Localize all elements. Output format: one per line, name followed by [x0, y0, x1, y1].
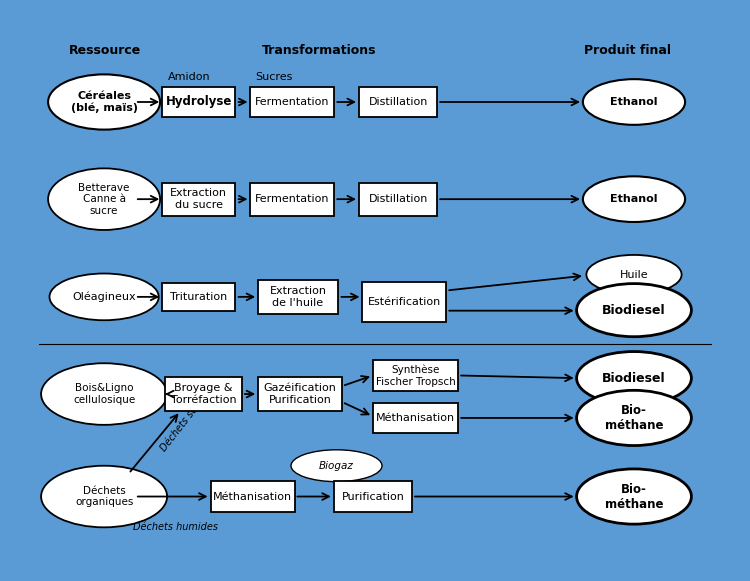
Text: Distillation: Distillation	[368, 97, 428, 107]
Text: Estérification: Estérification	[368, 297, 441, 307]
Ellipse shape	[50, 274, 159, 320]
Text: Transformations: Transformations	[262, 44, 376, 57]
Ellipse shape	[48, 74, 160, 130]
Text: Extraction
de l'huile: Extraction de l'huile	[269, 286, 326, 308]
Text: Trituration: Trituration	[170, 292, 227, 302]
Ellipse shape	[577, 352, 692, 404]
FancyBboxPatch shape	[258, 377, 342, 411]
FancyBboxPatch shape	[359, 182, 437, 216]
Ellipse shape	[41, 466, 167, 528]
Text: Déchets
organiques: Déchets organiques	[75, 486, 134, 507]
Text: Biogaz: Biogaz	[319, 461, 354, 471]
Ellipse shape	[583, 177, 685, 222]
FancyBboxPatch shape	[162, 283, 236, 311]
Text: Déchets humides: Déchets humides	[133, 522, 218, 532]
Text: Produit final: Produit final	[584, 44, 670, 57]
Ellipse shape	[291, 450, 382, 482]
Text: Bio-
méthane: Bio- méthane	[604, 404, 663, 432]
FancyBboxPatch shape	[251, 87, 334, 117]
Text: Oléagineux: Oléagineux	[72, 292, 136, 302]
Ellipse shape	[577, 469, 692, 524]
Ellipse shape	[586, 255, 682, 294]
FancyBboxPatch shape	[251, 182, 334, 216]
FancyBboxPatch shape	[334, 482, 412, 512]
Text: Hydrolyse: Hydrolyse	[166, 95, 232, 109]
Text: Ressource: Ressource	[69, 44, 142, 57]
FancyBboxPatch shape	[162, 182, 236, 216]
FancyBboxPatch shape	[359, 87, 437, 117]
Text: Céréales
(blé, maïs): Céréales (blé, maïs)	[70, 91, 137, 113]
Text: Amidon: Amidon	[168, 72, 211, 82]
Text: Déchets secs: Déchets secs	[159, 396, 206, 453]
FancyBboxPatch shape	[211, 482, 295, 512]
Text: Biodiesel: Biodiesel	[602, 304, 666, 317]
Text: Fermentation: Fermentation	[255, 194, 330, 204]
Text: Fermentation: Fermentation	[255, 97, 330, 107]
Text: Synthèse
Fischer Tropsch: Synthèse Fischer Tropsch	[376, 364, 455, 386]
Text: Extraction
du sucre: Extraction du sucre	[170, 188, 227, 210]
Ellipse shape	[577, 390, 692, 446]
FancyBboxPatch shape	[162, 87, 236, 117]
Text: Broyage &
Torréfaction: Broyage & Torréfaction	[171, 383, 236, 405]
Text: Méthanisation: Méthanisation	[376, 413, 455, 423]
Text: Gazéification
Purification: Gazéification Purification	[264, 383, 337, 405]
FancyBboxPatch shape	[373, 360, 458, 392]
Text: Méthanisation: Méthanisation	[213, 492, 292, 501]
FancyBboxPatch shape	[165, 377, 242, 411]
Ellipse shape	[583, 79, 685, 125]
Ellipse shape	[577, 284, 692, 337]
Text: Sucres: Sucres	[255, 72, 292, 82]
Text: Huile: Huile	[620, 270, 648, 279]
Text: Ethanol: Ethanol	[610, 97, 658, 107]
FancyBboxPatch shape	[258, 279, 338, 314]
Text: Bois&Ligno
cellulosique: Bois&Ligno cellulosique	[73, 383, 135, 405]
Text: Purification: Purification	[341, 492, 404, 501]
Text: Distillation: Distillation	[368, 194, 428, 204]
Text: Bio-
méthane: Bio- méthane	[604, 483, 663, 511]
Text: Ethanol: Ethanol	[610, 194, 658, 204]
Text: Betterave
Canne à
sucre: Betterave Canne à sucre	[79, 182, 130, 216]
FancyBboxPatch shape	[373, 403, 458, 432]
Ellipse shape	[41, 363, 167, 425]
Text: Biodiesel: Biodiesel	[602, 372, 666, 385]
Ellipse shape	[48, 168, 160, 230]
FancyBboxPatch shape	[362, 282, 446, 322]
